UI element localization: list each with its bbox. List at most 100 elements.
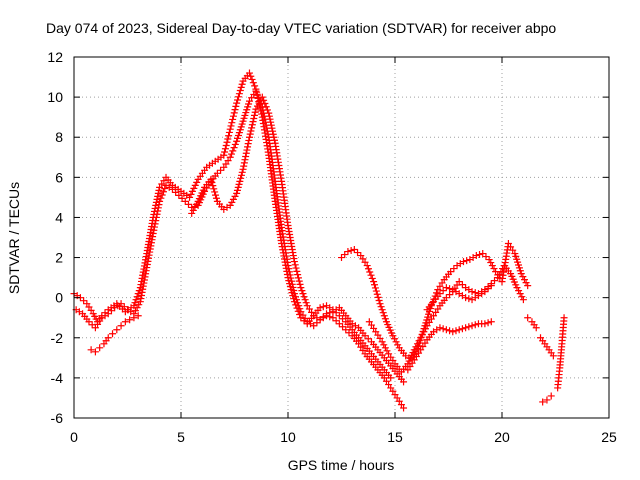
data-point [286, 271, 294, 279]
data-point [132, 307, 140, 315]
data-point [284, 262, 292, 270]
data-point [263, 106, 271, 114]
data-point [188, 187, 196, 195]
axis-ticks [73, 56, 610, 419]
data-point [258, 93, 266, 101]
data-point [439, 325, 447, 333]
data-point [326, 313, 334, 321]
data-point [476, 251, 484, 259]
data-point [254, 102, 262, 110]
data-point [436, 324, 444, 332]
data-point [133, 304, 141, 312]
data-point [455, 326, 463, 334]
data-point [367, 271, 375, 279]
data-point [293, 296, 301, 304]
data-point [442, 294, 450, 302]
data-point [488, 262, 496, 270]
x-tick-label: 15 [387, 429, 403, 445]
data-point [539, 398, 547, 406]
data-point [271, 136, 279, 144]
data-point [495, 271, 503, 279]
data-point [468, 288, 476, 296]
data-point [481, 320, 489, 328]
data-point [161, 185, 169, 193]
data-point [418, 331, 426, 339]
data-point [245, 69, 253, 77]
data-point [96, 344, 104, 352]
data-point [339, 323, 347, 331]
data-point [329, 314, 337, 322]
data-point [152, 213, 160, 221]
data-point [269, 127, 277, 135]
data-point [532, 324, 540, 332]
data-point [248, 75, 256, 83]
data-point [229, 147, 237, 155]
plot-frame [73, 56, 610, 419]
data-point [415, 337, 423, 345]
data-point [248, 121, 256, 129]
data-point [210, 185, 218, 193]
data-point [294, 274, 302, 282]
data-point [265, 109, 273, 117]
data-point [150, 226, 158, 234]
data-point [80, 297, 88, 305]
data-point [228, 119, 236, 127]
data-point [149, 229, 157, 237]
data-point [295, 302, 303, 310]
data-point [155, 186, 163, 194]
data-point [208, 178, 216, 186]
data-point [246, 130, 254, 138]
data-point [132, 296, 140, 304]
data-point [193, 200, 201, 208]
data-point [265, 112, 273, 120]
data-point [413, 340, 421, 348]
data-point [363, 262, 371, 270]
data-point [109, 330, 117, 338]
data-point [299, 290, 307, 298]
data-point [519, 296, 527, 304]
data-point [465, 323, 473, 331]
x-tick-label: 0 [70, 429, 78, 445]
data-point [433, 289, 441, 297]
data-point [244, 140, 252, 148]
y-tick-label: 8 [55, 129, 63, 145]
data-point [400, 404, 408, 412]
data-point [293, 267, 301, 275]
data-point [449, 328, 457, 336]
data-point [482, 253, 490, 261]
data-point [364, 265, 372, 273]
data-point [485, 256, 493, 264]
data-points [70, 69, 568, 412]
data-point [323, 312, 331, 320]
data-point [235, 180, 243, 188]
data-point [515, 287, 523, 295]
data-point [484, 285, 492, 293]
x-tick-label: 10 [280, 429, 296, 445]
data-point [135, 301, 143, 309]
data-point [446, 291, 454, 299]
data-point [342, 326, 350, 334]
y-tick-label: 4 [55, 209, 63, 225]
data-point [232, 102, 240, 110]
data-point [189, 206, 197, 214]
data-point [249, 118, 257, 126]
data-point [107, 307, 115, 315]
data-point [212, 194, 220, 202]
data-point [237, 174, 245, 182]
data-point [104, 310, 112, 318]
data-point [104, 334, 112, 342]
data-point [175, 191, 183, 199]
data-point [225, 128, 233, 136]
data-point [153, 210, 161, 218]
data-point [335, 312, 343, 320]
data-point [251, 108, 259, 116]
data-point [121, 318, 129, 326]
data-point [290, 290, 298, 298]
data-point [251, 82, 259, 90]
data-point [268, 124, 276, 132]
data-point [366, 268, 374, 276]
data-point [379, 309, 387, 317]
data-point [458, 281, 466, 289]
y-tick-label: 12 [47, 49, 63, 65]
data-point [131, 299, 139, 307]
